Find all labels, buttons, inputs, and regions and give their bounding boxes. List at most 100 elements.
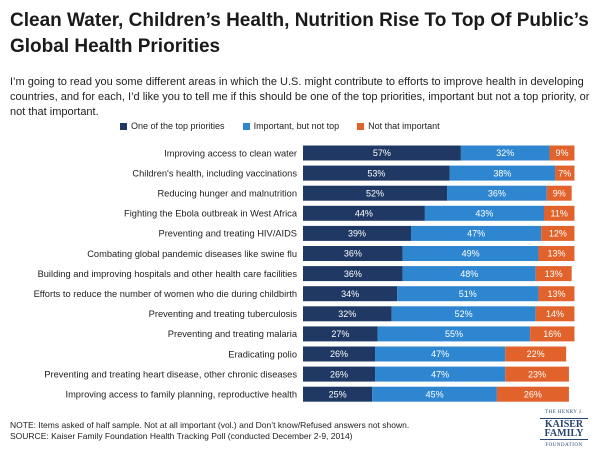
data-label-important: 47% [467,229,485,239]
data-label-top: 25% [329,389,347,399]
bar-segment-not-important [543,205,575,221]
category-label: Combating global pandemic diseases like … [87,249,297,259]
bar-segment-important [460,145,550,161]
data-label-not-important: 16% [543,329,561,339]
bar-segment-top [303,205,425,221]
category-label: Preventing and treating HIV/AIDS [159,229,298,239]
data-label-not-important: 9% [555,148,568,158]
bar-segment-top [303,286,398,302]
category-label: Preventing and treating heart disease, o… [44,369,297,379]
legend-label-important: Important, but not top [253,121,340,131]
legend-item-not-important: Not that important [357,121,440,131]
bar-segment-not-important [505,346,567,362]
bar-segment-important [411,225,542,241]
chart-subtitle: I’m going to read you some different are… [10,76,590,118]
category-label: Preventing and treating malaria [168,329,298,339]
bar-segment-top [303,225,412,241]
kff-logo: THE HENRY J. KAISER FAMILY FOUNDATION [538,408,590,450]
legend-item-important: Important, but not top [242,121,340,131]
data-label-top: 26% [330,349,348,359]
legend-swatch-top-priority [120,122,127,130]
bar-segment-important [377,326,531,342]
category-label: Building and improving hospitals and oth… [38,269,298,279]
logo-line1: THE HENRY J. [544,410,584,415]
data-label-important: 47% [431,369,449,379]
data-label-top: 34% [341,289,359,299]
bar-segment-not-important [505,366,569,382]
data-label-not-important: 9% [553,188,566,198]
bar-segment-top [303,386,373,402]
bar-segment-important [375,366,506,382]
logo-line4: FOUNDATION [545,443,583,448]
data-label-not-important: 22% [527,349,545,359]
data-label-top: 53% [367,168,385,178]
data-label-not-important: 23% [528,369,546,379]
note-text: NOTE: Items asked of half sample. Not at… [10,420,410,430]
bar-segment-top [303,266,403,282]
logo-line3: FAMILY [544,428,584,439]
data-label-not-important: 13% [547,289,565,299]
category-label: Efforts to reduce the number of women wh… [34,289,297,299]
bar-segment-important [397,286,539,302]
legend-label-top-priority: One of the top priorities [131,121,225,131]
data-label-important: 38% [493,168,511,178]
data-label-important: 48% [460,269,478,279]
bar-segment-top [303,306,392,322]
chart-title: Clean Water, Children’s Health, Nutritio… [10,10,589,57]
category-label: Fighting the Ebola outbreak in West Afri… [124,209,298,219]
legend-label-not-important: Not that important [368,121,440,131]
category-label: Reducing hunger and malnutrition [157,189,297,199]
bar-segment-important [402,246,539,261]
category-label: Eradicating polio [228,349,297,359]
data-label-top: 57% [373,148,391,158]
data-label-top: 26% [330,369,348,379]
data-label-top: 36% [344,269,362,279]
data-label-not-important: 14% [546,309,564,319]
category-label: Preventing and treating tuberculosis [149,309,298,319]
source-text: SOURCE: Kaiser Family Foundation Health … [10,431,353,441]
bar-segment-top [303,346,376,362]
bar-segment-not-important [538,246,575,261]
legend-swatch-not-important [357,122,365,130]
data-label-important: 47% [431,349,449,359]
data-label-top: 32% [338,309,356,319]
bar-segment-not-important [538,286,575,302]
data-label-top: 36% [344,249,362,259]
data-label-top: 27% [331,329,349,339]
legend-swatch-important [242,122,250,130]
data-label-not-important: 11% [551,209,568,219]
data-label-not-important: 13% [547,249,565,259]
bar-segment-top [303,366,376,382]
bar-segment-not-important [535,306,575,322]
logo-line2: KAISER [544,419,584,430]
data-label-top: 44% [355,209,373,219]
category-label: Improving access to clean water [164,148,297,158]
data-label-important: 49% [462,249,480,259]
bar-segment-not-important [535,266,572,282]
bar-segment-not-important [530,326,575,342]
data-label-not-important: 7% [558,168,571,178]
data-label-top: 39% [348,229,366,239]
bar-segment-important [391,306,536,322]
bar-segment-not-important [496,386,569,402]
legend-item-top-priority: One of the top priorities [120,121,225,131]
bar-segment-top [303,165,450,181]
bar-segment-not-important [546,185,572,201]
bar-segment-important [449,165,556,181]
bar-segment-top [303,145,461,161]
data-label-top: 52% [366,188,384,198]
data-label-important: 51% [459,289,477,299]
data-label-important: 52% [455,309,473,319]
legend: One of the top priorities Important, but… [120,121,440,131]
bar-segment-important [402,266,536,282]
data-label-not-important: 12% [549,229,567,239]
bar-segment-top [303,246,403,261]
bar-segment-top [303,185,448,201]
data-label-not-important: 26% [524,389,542,399]
bar-segment-important [372,386,497,402]
data-label-important: 36% [488,188,506,198]
bar-segment-top [303,326,378,342]
bar-segment-important [375,346,506,362]
bar-segment-not-important [549,145,575,161]
stacked-bar-chart: Improving access to clean water 57% 32% 9% C… [34,145,575,402]
